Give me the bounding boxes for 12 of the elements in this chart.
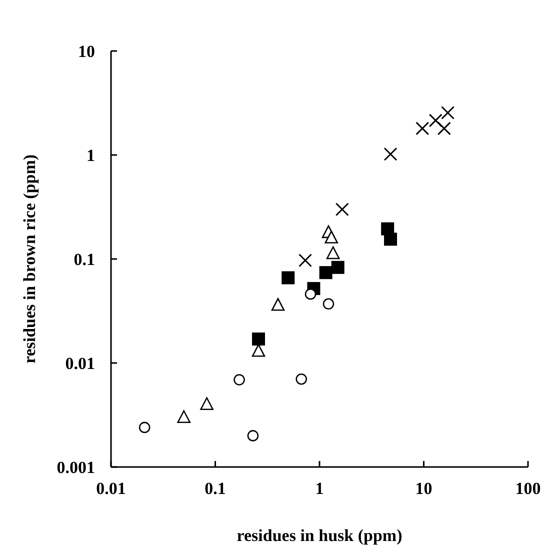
x-tick-label: 10 (415, 479, 432, 498)
x-axis-title: residues in husk (ppm) (236, 526, 402, 545)
y-tick-label: 1 (86, 146, 95, 165)
y-tick-label: 0.1 (74, 250, 95, 269)
x-tick-label: 0.01 (96, 479, 126, 498)
y-tick-label: 10 (78, 42, 95, 61)
y-tick-label: 0.001 (56, 458, 95, 477)
x-tick-label: 100 (515, 479, 541, 498)
x-tick-label: 0.1 (204, 479, 226, 498)
y-tick-label: 0.01 (65, 354, 95, 373)
x-tick-label: 1 (315, 479, 324, 498)
y-axis-title: residues in brown rice (ppm) (20, 154, 39, 364)
